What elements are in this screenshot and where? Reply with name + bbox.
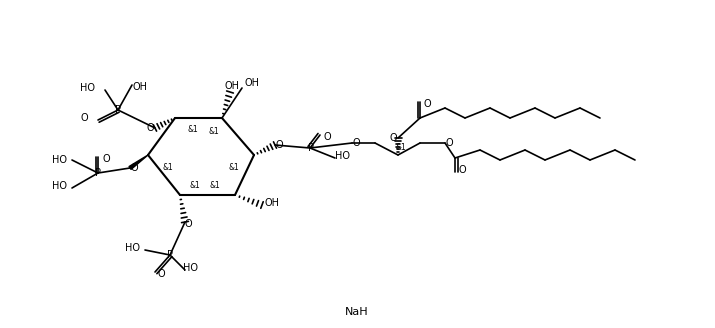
- Text: O: O: [275, 140, 283, 150]
- Text: OH: OH: [132, 82, 147, 92]
- Text: O: O: [352, 138, 360, 148]
- Text: NaH: NaH: [345, 307, 369, 317]
- Text: HO: HO: [80, 83, 95, 93]
- Text: OH: OH: [225, 81, 240, 91]
- Text: HO: HO: [182, 263, 197, 273]
- Text: HO: HO: [52, 155, 67, 165]
- Text: &1: &1: [229, 162, 240, 172]
- Text: &1: &1: [189, 180, 200, 190]
- Text: O: O: [323, 132, 331, 142]
- Text: HO: HO: [335, 151, 350, 161]
- Text: &1: &1: [209, 128, 220, 136]
- Text: O: O: [157, 269, 165, 279]
- Text: O: O: [445, 138, 453, 148]
- Text: O: O: [184, 219, 192, 229]
- Text: O: O: [102, 154, 110, 164]
- Text: OH: OH: [265, 198, 280, 208]
- Text: P: P: [308, 143, 314, 153]
- Text: &1: &1: [187, 126, 198, 134]
- Text: O: O: [146, 123, 154, 133]
- Text: &1: &1: [209, 180, 220, 190]
- Text: &1: &1: [395, 142, 406, 152]
- Text: HO: HO: [125, 243, 140, 253]
- Text: &1: &1: [162, 162, 173, 172]
- Text: O: O: [423, 99, 431, 109]
- Text: OH: OH: [245, 78, 260, 88]
- Polygon shape: [129, 155, 148, 170]
- Text: P: P: [95, 168, 101, 178]
- Text: P: P: [167, 250, 173, 260]
- Text: HO: HO: [52, 181, 67, 191]
- Text: P: P: [115, 105, 121, 115]
- Text: O: O: [130, 163, 138, 173]
- Text: O: O: [458, 165, 465, 175]
- Text: O: O: [389, 133, 397, 143]
- Text: O: O: [80, 113, 88, 123]
